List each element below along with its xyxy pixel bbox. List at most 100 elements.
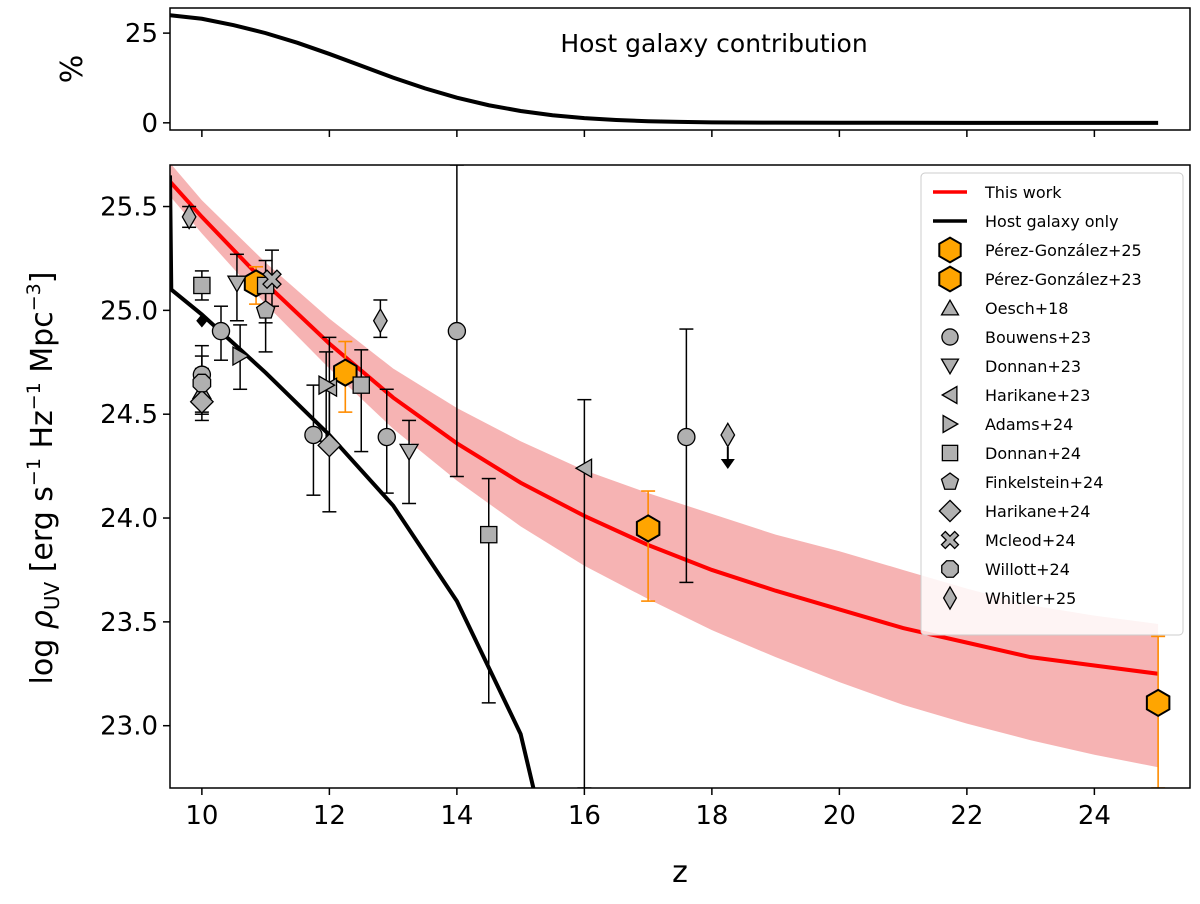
harikane-24-point-0 [189, 389, 215, 414]
x-tick-label: 12 [313, 801, 346, 831]
band-layer [170, 165, 1159, 768]
extra-marker-0 [196, 313, 208, 328]
legend-label: Harikane+23 [985, 386, 1090, 405]
legend-label: Bouwens+23 [985, 328, 1091, 347]
top-series-line-0 [170, 13, 1159, 125]
bouwens-23-point-4 [447, 321, 467, 341]
legend-label: Adams+24 [985, 415, 1073, 434]
legend-label: Whitler+25 [985, 589, 1076, 608]
legend-marker-p-rez-gonz-lez-23 [938, 265, 962, 293]
y-tick-label: 24.0 [100, 504, 158, 534]
legend-label: Finkelstein+24 [985, 473, 1103, 492]
ylabel-rho: ρ [25, 610, 60, 629]
donnan-23-point-0 [226, 275, 248, 294]
p-rez-gonz-lez-25-point-0 [635, 514, 661, 543]
donnan-24-point-2 [352, 376, 370, 394]
y-tick-label: 25.5 [100, 193, 158, 223]
ylabel-unit-mpc: Mpc [25, 311, 60, 382]
legend-label: Willott+24 [985, 560, 1070, 579]
top-axis: 0 25 [125, 19, 1096, 139]
harikane-24-point-1 [317, 433, 342, 458]
x-tick-label: 16 [568, 801, 601, 831]
legend-marker-bouwens-23 [941, 328, 959, 346]
top-y-axis-label: % [55, 55, 90, 84]
x-tick-label: 14 [440, 801, 473, 831]
ylabel-bracket-close: ] [25, 272, 60, 284]
x-tick-label: 10 [185, 801, 218, 831]
legend-label: Harikane+24 [985, 502, 1090, 521]
y-tick-label: 23.5 [100, 608, 158, 638]
adams-24-point-0 [232, 345, 250, 367]
legend-label: Donnan+23 [985, 357, 1081, 376]
bottom-plot-area [170, 165, 1171, 788]
legend-marker-donnan-23 [940, 358, 960, 376]
ylabel-log: log [25, 629, 60, 684]
ylabel-unit-erg: [erg s [25, 486, 60, 582]
whitler-25-upper-limit-arrow-2 [720, 458, 735, 469]
legend-box [920, 172, 1184, 636]
legend-label: This work [984, 183, 1062, 202]
legend-marker-finkelstein-24 [940, 472, 960, 490]
legend-label: Oesch+18 [985, 299, 1068, 318]
x-tick-label: 20 [823, 801, 856, 831]
adams-24-point-1 [318, 375, 336, 396]
donnan-24-point-3 [479, 525, 498, 544]
top-y-tick-label: 25 [125, 19, 158, 49]
ylabel-exp3: −3 [23, 283, 45, 311]
legend-items: This work Host galaxy only Pérez-González+… [933, 183, 1142, 611]
donnan-23-point-1 [398, 443, 420, 462]
x-tick-label: 18 [695, 801, 728, 831]
y-tick-label: 25.0 [100, 296, 158, 326]
harikane-23-point-1 [574, 458, 593, 479]
legend-label: Donnan+24 [985, 444, 1081, 463]
legend: This work Host galaxy only Pérez-González+… [920, 172, 1184, 636]
top-plot-area [170, 13, 1159, 125]
x-tick-label: 22 [950, 801, 983, 831]
ylabel-unit-hz: Hz [25, 410, 60, 458]
bottom-frame [169, 164, 1191, 789]
legend-label: Host galaxy only [985, 212, 1119, 231]
legend-marker-adams-24 [942, 414, 960, 434]
top-annotation: Host galaxy contribution [560, 29, 867, 58]
legend-marker-willott-24 [941, 560, 959, 578]
whitler-25-point-2 [720, 421, 736, 448]
y-tick-label: 23.0 [100, 712, 158, 742]
finkelstein-24-point-0 [255, 300, 276, 319]
mcleod-24-point-0 [262, 269, 282, 290]
legend-marker-harikane-23 [940, 385, 958, 405]
ylabel-exp2: −1 [23, 382, 45, 410]
bouwens-23-point-2 [304, 425, 323, 445]
ylabel-exp1: −1 [23, 458, 45, 486]
p-rez-gonz-lez-25-point-1 [1145, 688, 1171, 718]
legend-marker-whitler-25 [942, 585, 958, 611]
uncertainty-band-0 [170, 165, 1159, 768]
y-tick-label: 24.5 [100, 400, 158, 430]
bottom-axes: 10 12 14 16 18 20 22 24 23.0 23.5 24.0 24.5 25.0 25.5 [100, 193, 1111, 831]
marker-layer [181, 203, 1171, 718]
legend-marker-donnan-24 [941, 444, 959, 462]
whitler-25-point-0 [181, 203, 197, 230]
ylabel-sub: UV [40, 582, 64, 611]
willott-24-point-0 [192, 373, 212, 393]
p-rez-gonz-lez-23-point-1 [333, 358, 358, 387]
legend-marker-p-rez-gonz-lez-25 [938, 236, 962, 264]
top-frame [169, 7, 1191, 131]
top-panel: Host galaxy contribution 0 25 % [55, 7, 1191, 139]
donnan-24-point-0 [193, 276, 211, 295]
bouwens-23-point-3 [377, 427, 396, 447]
top-y-tick-label: 0 [141, 109, 158, 139]
legend-label: Pérez-González+25 [985, 241, 1142, 260]
x-axis-label: z [672, 855, 688, 890]
legend-label: Mcleod+24 [985, 531, 1076, 550]
bouwens-23-point-1 [211, 321, 231, 341]
legend-label: Pérez-González+23 [985, 270, 1142, 289]
bottom-panel: 10 12 14 16 18 20 22 24 23.0 23.5 24.0 24.5 25.0 25.5… [23, 164, 1191, 890]
whitler-25-point-1 [372, 307, 388, 334]
legend-marker-mcleod-24 [940, 530, 960, 550]
y-axis-label: log ρUV [erg s−1 Hz−1 Mpc−3] [23, 272, 64, 685]
legend-marker-harikane-24 [938, 499, 962, 523]
legend-marker-oesch-18 [940, 298, 960, 316]
bouwens-23-point-5 [677, 427, 696, 447]
